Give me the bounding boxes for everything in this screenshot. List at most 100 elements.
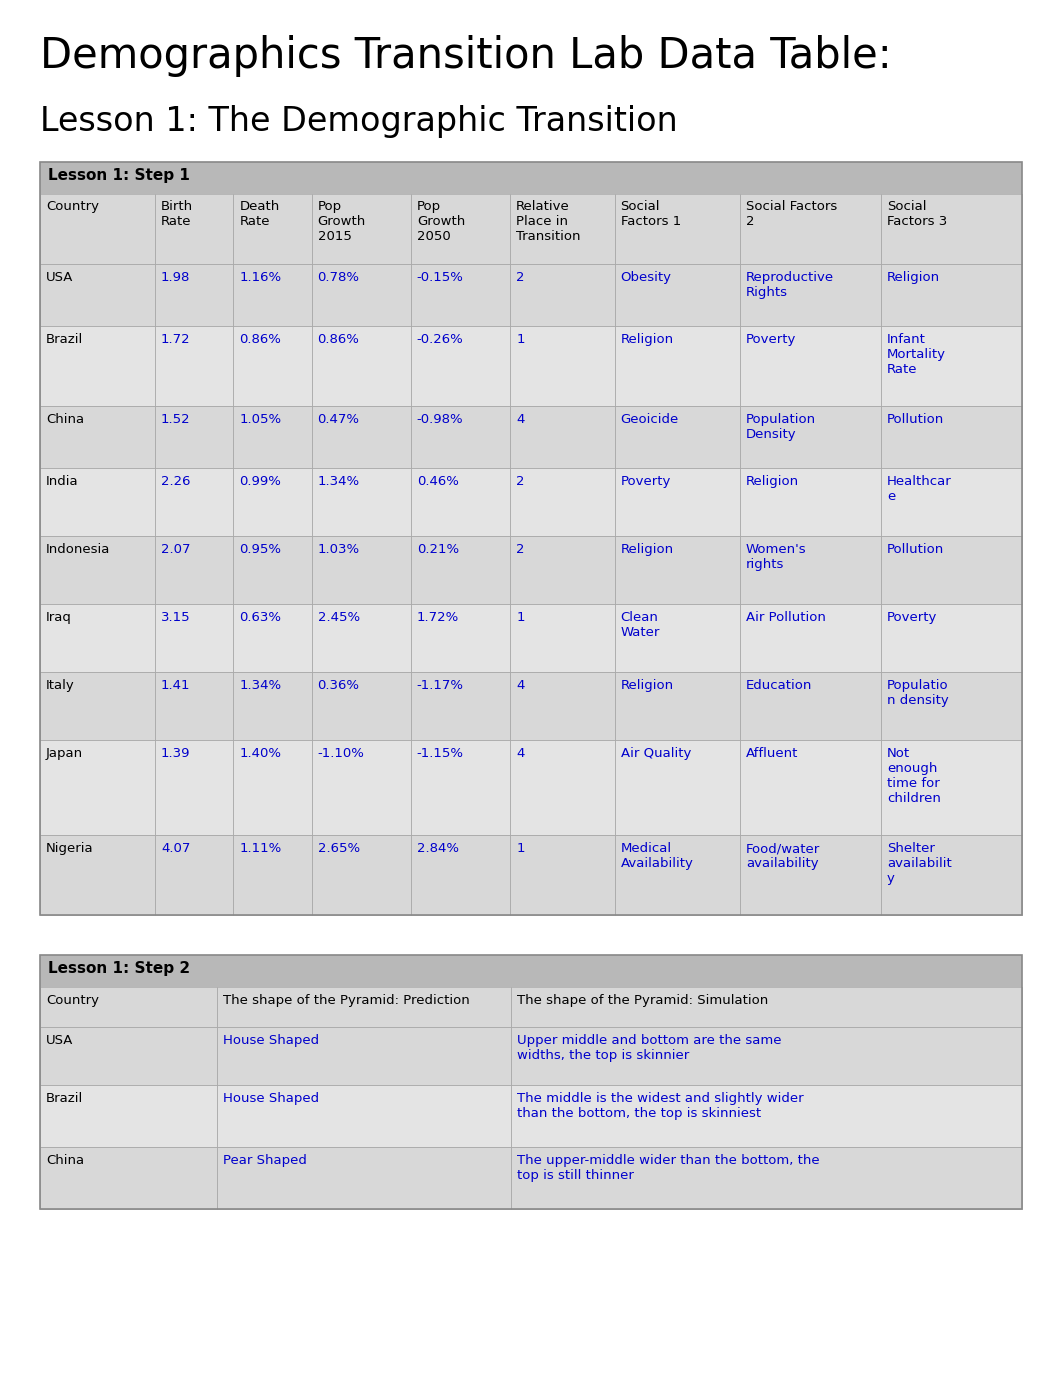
Text: 0.46%: 0.46% (417, 475, 459, 487)
Text: Birth
Rate: Birth Rate (161, 200, 193, 229)
Text: USA: USA (46, 1034, 73, 1047)
Bar (311, 834, 411, 914)
Text: Country: Country (46, 200, 99, 213)
Bar (510, 672, 615, 739)
Text: 1: 1 (516, 841, 525, 855)
Bar (234, 672, 311, 739)
Text: Affluent: Affluent (746, 746, 799, 760)
Bar (740, 264, 881, 326)
Bar (881, 536, 1022, 605)
Bar (40, 1027, 217, 1085)
Bar (740, 406, 881, 468)
Text: 4: 4 (516, 746, 525, 760)
Text: 1: 1 (516, 333, 525, 346)
Text: Pollution: Pollution (887, 543, 944, 556)
Bar (615, 834, 740, 914)
Bar (234, 536, 311, 605)
Text: -1.15%: -1.15% (417, 746, 464, 760)
Text: Pollution: Pollution (887, 413, 944, 425)
Text: Relative
Place in
Transition: Relative Place in Transition (516, 200, 581, 242)
Bar (740, 194, 881, 264)
Bar (615, 536, 740, 605)
Bar (234, 834, 311, 914)
Bar (40, 264, 1022, 326)
Text: 1.98: 1.98 (161, 271, 190, 284)
Text: USA: USA (46, 271, 73, 284)
Text: 0.21%: 0.21% (417, 543, 459, 556)
Text: Air Pollution: Air Pollution (746, 611, 826, 624)
Bar (311, 672, 411, 739)
Bar (881, 194, 1022, 264)
Text: Lesson 1: The Demographic Transition: Lesson 1: The Demographic Transition (40, 105, 678, 138)
Bar (881, 264, 1022, 326)
Bar (311, 194, 411, 264)
Bar (40, 987, 217, 1027)
Bar (411, 672, 510, 739)
Bar (155, 672, 234, 739)
Bar (740, 834, 881, 914)
Bar (615, 326, 740, 406)
Bar (512, 987, 1022, 1027)
Text: 1.72: 1.72 (161, 333, 190, 346)
Text: Populatio
n density: Populatio n density (887, 679, 948, 706)
Text: Nigeria: Nigeria (46, 841, 93, 855)
Bar (411, 468, 510, 536)
Text: 2.07: 2.07 (161, 543, 190, 556)
Bar (155, 468, 234, 536)
Bar (510, 468, 615, 536)
Text: House Shaped: House Shaped (223, 1034, 319, 1047)
Bar (881, 406, 1022, 468)
Bar (512, 1027, 1022, 1085)
Bar (40, 956, 1022, 987)
Text: 0.86%: 0.86% (318, 333, 360, 346)
Text: Japan: Japan (46, 746, 83, 760)
Bar (40, 1027, 1022, 1085)
Bar (234, 468, 311, 536)
Text: Pear Shaped: Pear Shaped (223, 1154, 307, 1166)
Text: 1.39: 1.39 (161, 746, 190, 760)
Text: 1.72%: 1.72% (417, 611, 459, 624)
Text: Iraq: Iraq (46, 611, 72, 624)
Text: 1.40%: 1.40% (239, 746, 281, 760)
Bar (234, 605, 311, 672)
Text: Shelter
availabilit
y: Shelter availabilit y (887, 841, 952, 885)
Text: 1.52: 1.52 (161, 413, 190, 425)
Text: 0.99%: 0.99% (239, 475, 281, 487)
Bar (615, 468, 740, 536)
Text: 2: 2 (516, 543, 525, 556)
Text: 0.78%: 0.78% (318, 271, 360, 284)
Text: 1.03%: 1.03% (318, 543, 360, 556)
Text: Women's
rights: Women's rights (746, 543, 806, 571)
Bar (217, 1147, 512, 1209)
Text: Pop
Growth
2050: Pop Growth 2050 (417, 200, 465, 242)
Bar (510, 264, 615, 326)
Bar (40, 1085, 217, 1147)
Bar (40, 1085, 1022, 1147)
Bar (881, 739, 1022, 834)
Bar (740, 672, 881, 739)
Bar (411, 194, 510, 264)
Text: The upper-middle wider than the bottom, the
top is still thinner: The upper-middle wider than the bottom, … (517, 1154, 820, 1181)
Bar (40, 536, 155, 605)
Bar (881, 672, 1022, 739)
Bar (881, 605, 1022, 672)
Text: China: China (46, 1154, 84, 1166)
Bar (155, 194, 234, 264)
Text: Demographics Transition Lab Data Table:: Demographics Transition Lab Data Table: (40, 34, 892, 77)
Bar (155, 834, 234, 914)
Text: 0.47%: 0.47% (318, 413, 360, 425)
Text: Clean
Water: Clean Water (620, 611, 660, 639)
Text: 2.45%: 2.45% (318, 611, 360, 624)
Text: Death
Rate: Death Rate (239, 200, 279, 229)
Bar (411, 605, 510, 672)
Bar (740, 468, 881, 536)
Text: Religion: Religion (620, 333, 673, 346)
Text: Social
Factors 1: Social Factors 1 (620, 200, 681, 229)
Text: The shape of the Pyramid: Simulation: The shape of the Pyramid: Simulation (517, 994, 769, 1007)
Text: 4: 4 (516, 679, 525, 693)
Text: Air Quality: Air Quality (620, 746, 691, 760)
Bar (615, 739, 740, 834)
Bar (881, 468, 1022, 536)
Bar (615, 406, 740, 468)
Text: 2.84%: 2.84% (417, 841, 459, 855)
